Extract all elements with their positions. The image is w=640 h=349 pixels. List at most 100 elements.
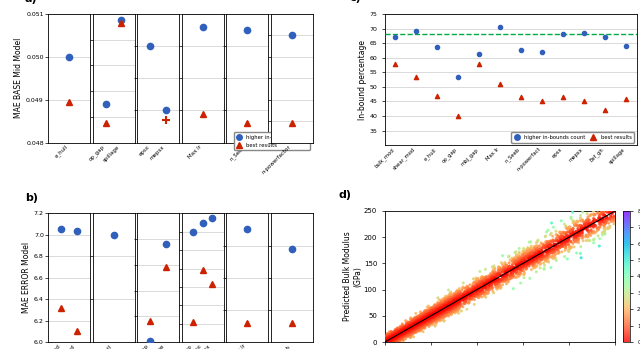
Point — [499, 265, 509, 270]
Point — [399, 328, 409, 334]
Point — [415, 317, 425, 322]
Point — [444, 305, 454, 310]
Point — [485, 283, 495, 289]
Point — [422, 311, 432, 316]
Point — [469, 292, 479, 297]
Point — [390, 328, 401, 333]
Point — [490, 266, 500, 271]
Point — [474, 61, 484, 66]
Point — [538, 242, 548, 247]
Point — [452, 300, 462, 306]
Point — [584, 231, 595, 237]
Point — [417, 325, 428, 331]
Point — [526, 251, 536, 257]
Point — [518, 262, 529, 268]
Point — [416, 320, 426, 326]
Point — [419, 314, 429, 320]
Point — [425, 314, 435, 320]
Point — [524, 260, 534, 266]
Point — [582, 228, 593, 233]
Point — [421, 315, 431, 320]
Point — [436, 307, 447, 313]
Point — [435, 307, 445, 313]
Point — [433, 307, 443, 312]
Point — [488, 288, 498, 294]
Point — [543, 240, 553, 245]
Point — [460, 290, 470, 296]
Point — [589, 240, 599, 246]
Point — [525, 255, 536, 260]
Point — [573, 228, 584, 233]
Point — [397, 339, 408, 345]
Point — [499, 272, 509, 277]
Point — [383, 334, 394, 340]
Point — [395, 335, 405, 340]
Point — [410, 320, 420, 326]
Point — [444, 300, 454, 305]
Point — [420, 310, 430, 316]
Point — [465, 292, 476, 298]
Point — [422, 314, 433, 320]
Point — [390, 332, 401, 338]
Point — [445, 305, 456, 310]
Point — [406, 325, 417, 330]
Point — [475, 278, 485, 284]
Point — [553, 240, 563, 246]
Point — [544, 243, 554, 248]
Point — [534, 243, 545, 248]
Point — [388, 329, 398, 335]
Point — [424, 320, 434, 325]
Point — [440, 307, 450, 313]
Point — [408, 325, 418, 330]
Point — [403, 331, 413, 336]
Point — [416, 321, 426, 326]
Point — [512, 253, 522, 258]
Point — [402, 324, 412, 330]
Point — [447, 296, 458, 301]
Point — [421, 310, 431, 316]
Point — [477, 279, 487, 284]
Point — [540, 256, 550, 262]
Point — [421, 309, 431, 314]
Point — [392, 338, 403, 344]
Point — [422, 316, 433, 322]
Point — [483, 277, 493, 283]
Point — [484, 282, 494, 288]
Point — [610, 203, 620, 209]
Point — [397, 336, 407, 342]
Point — [449, 299, 460, 304]
Point — [433, 309, 444, 315]
Point — [489, 279, 499, 285]
Point — [564, 242, 574, 247]
Point — [552, 246, 562, 251]
Point — [525, 251, 536, 257]
Point — [517, 251, 527, 257]
Point — [428, 318, 438, 324]
Point — [393, 329, 403, 334]
Point — [417, 315, 428, 321]
Point — [383, 334, 394, 339]
Point — [439, 302, 449, 308]
Point — [385, 337, 396, 343]
Point — [449, 298, 460, 304]
Point — [403, 328, 413, 333]
Point — [552, 233, 563, 239]
Point — [408, 324, 418, 330]
Point — [474, 293, 484, 298]
Point — [490, 274, 500, 280]
Point — [440, 308, 450, 314]
Point — [412, 318, 422, 324]
Point — [538, 254, 548, 260]
Point — [453, 298, 463, 304]
Point — [551, 228, 561, 234]
Point — [505, 276, 515, 282]
Point — [432, 305, 442, 310]
Point — [454, 289, 465, 294]
Point — [399, 325, 410, 330]
Point — [384, 333, 394, 339]
Point — [417, 311, 428, 317]
Point — [468, 281, 478, 287]
Point — [417, 320, 428, 326]
Point — [515, 254, 525, 260]
Point — [496, 277, 506, 282]
